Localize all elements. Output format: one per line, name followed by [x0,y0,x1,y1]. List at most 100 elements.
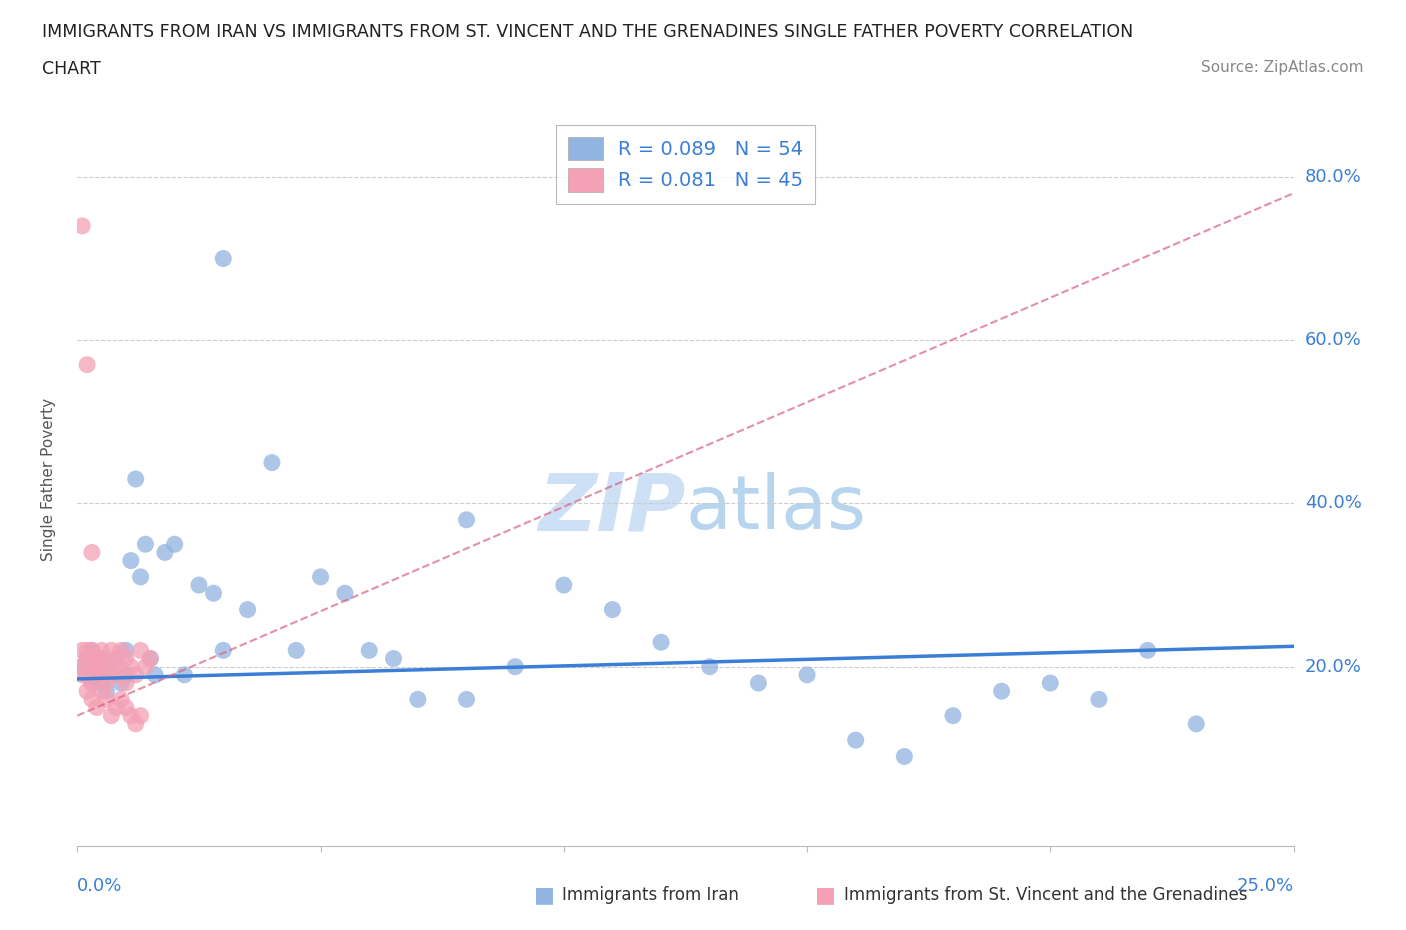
Point [80,643,103,658]
Point [333,586,356,601]
Text: ■: ■ [534,884,555,905]
Y-axis label: Single Father Poverty: Single Father Poverty [42,397,56,561]
Text: atlas: atlas [686,472,866,545]
Point [115,700,138,715]
Point [1136,643,1159,658]
Point [110,643,132,658]
Point [86,668,108,683]
Point [96,675,118,690]
Point [96,684,118,698]
Point [105,700,128,715]
Point [163,537,186,551]
Point [188,578,211,592]
Point [406,692,429,707]
Point [1185,716,1208,731]
Text: ■: ■ [815,884,837,905]
Point [602,602,624,617]
Point [86,700,108,715]
Point [90,643,112,658]
Point [76,668,98,683]
Point [70,668,93,683]
Legend: R = 0.089   N = 54, R = 0.081   N = 45: R = 0.089 N = 54, R = 0.081 N = 45 [555,125,815,204]
Point [80,545,103,560]
Point [139,651,162,666]
Point [115,668,138,683]
Point [942,709,965,724]
Point [96,659,118,674]
Point [796,668,818,683]
Point [90,668,112,683]
Point [76,643,98,658]
Point [845,733,868,748]
Point [110,675,132,690]
Point [153,545,176,560]
Text: 25.0%: 25.0% [1236,877,1294,895]
Point [80,659,103,674]
Point [80,692,103,707]
Text: CHART: CHART [42,60,101,78]
Point [96,659,118,674]
Point [134,659,156,674]
Point [100,709,122,724]
Point [1088,692,1111,707]
Point [110,668,132,683]
Point [70,659,93,674]
Point [70,643,93,658]
Text: Immigrants from St. Vincent and the Grenadines: Immigrants from St. Vincent and the Gren… [844,885,1247,904]
Point [105,651,128,666]
Point [1039,675,1062,690]
Point [134,537,156,551]
Point [990,684,1012,698]
Point [456,692,478,707]
Point [212,643,235,658]
Point [80,675,103,690]
Point [139,651,162,666]
Point [359,643,381,658]
Point [893,749,915,764]
Point [90,651,112,666]
Text: 20.0%: 20.0% [1305,658,1361,676]
Point [699,659,721,674]
Point [80,675,103,690]
Point [125,472,148,486]
Point [747,675,769,690]
Point [120,553,142,568]
Point [143,668,166,683]
Point [86,659,108,674]
Text: ZIP: ZIP [538,470,686,548]
Point [86,651,108,666]
Point [650,635,672,650]
Point [105,659,128,674]
Point [456,512,478,527]
Point [382,651,405,666]
Point [120,709,142,724]
Point [115,651,138,666]
Point [173,668,195,683]
Point [90,684,112,698]
Point [76,651,98,666]
Point [125,668,148,683]
Point [86,659,108,674]
Point [100,668,122,683]
Point [76,668,98,683]
Text: 0.0%: 0.0% [77,877,122,895]
Point [120,659,142,674]
Point [80,643,103,658]
Point [202,586,225,601]
Point [105,651,128,666]
Point [110,692,132,707]
Point [125,716,148,731]
Point [309,569,332,584]
Point [260,455,283,470]
Text: 60.0%: 60.0% [1305,331,1361,349]
Point [76,684,98,698]
Point [129,643,152,658]
Point [86,668,108,683]
Text: Source: ZipAtlas.com: Source: ZipAtlas.com [1201,60,1364,75]
Point [90,651,112,666]
Point [100,668,122,683]
Point [285,643,308,658]
Point [236,602,259,617]
Point [212,251,235,266]
Text: 40.0%: 40.0% [1305,495,1361,512]
